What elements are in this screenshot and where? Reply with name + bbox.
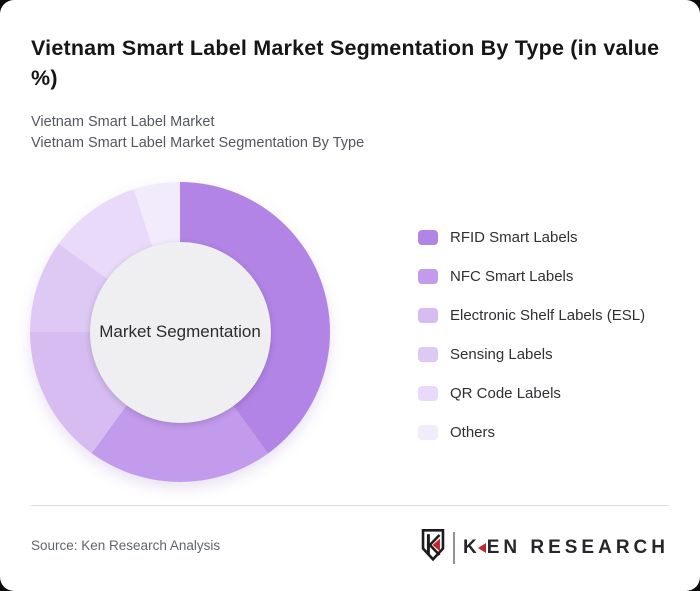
legend-item[interactable]: RFID Smart Labels	[418, 229, 645, 246]
legend-swatch	[418, 425, 438, 440]
legend-item[interactable]: QR Code Labels	[418, 385, 645, 402]
legend-label: RFID Smart Labels	[450, 229, 578, 246]
chart-subtitle-line2: Vietnam Smart Label Market Segmentation …	[31, 135, 365, 151]
legend-swatch	[418, 230, 438, 245]
legend-label: QR Code Labels	[450, 385, 561, 402]
legend-swatch	[418, 269, 438, 284]
legend-item[interactable]: Others	[418, 424, 645, 441]
donut-center-label: Market Segmentation	[99, 322, 261, 341]
logo-separator	[452, 531, 455, 564]
chart-subtitle: Vietnam Smart Label Market Vietnam Smart…	[31, 112, 364, 154]
ken-research-logo: K EN RESEARCH	[420, 528, 669, 567]
ken-research-wordmark: K EN RESEARCH	[463, 537, 669, 559]
legend-item[interactable]: Electronic Shelf Labels (ESL)	[418, 307, 645, 324]
legend-swatch	[418, 386, 438, 401]
ken-research-shield-icon	[420, 528, 446, 567]
red-triangle-icon	[477, 543, 486, 553]
donut-chart[interactable]: Market Segmentation	[30, 182, 330, 482]
wordmark-k: K	[462, 536, 481, 558]
legend-label: Sensing Labels	[450, 346, 553, 363]
chart-subtitle-line1: Vietnam Smart Label Market	[31, 114, 215, 130]
legend-label: Others	[450, 424, 496, 441]
legend-swatch	[418, 347, 438, 362]
legend-label: Electronic Shelf Labels (ESL)	[450, 307, 646, 324]
legend-label: NFC Smart Labels	[450, 268, 574, 285]
chart-legend: RFID Smart Labels NFC Smart Labels Electro…	[418, 229, 645, 441]
wordmark-rest: EN RESEARCH	[486, 536, 669, 558]
legend-swatch	[418, 308, 438, 323]
footer-divider	[31, 505, 669, 506]
legend-item[interactable]: NFC Smart Labels	[418, 268, 645, 285]
page-title: Vietnam Smart Label Market Segmentation …	[31, 36, 660, 90]
source-text: Source: Ken Research Analysis	[31, 538, 221, 553]
donut-center: Market Segmentation	[89, 241, 271, 423]
legend-item[interactable]: Sensing Labels	[418, 346, 645, 363]
